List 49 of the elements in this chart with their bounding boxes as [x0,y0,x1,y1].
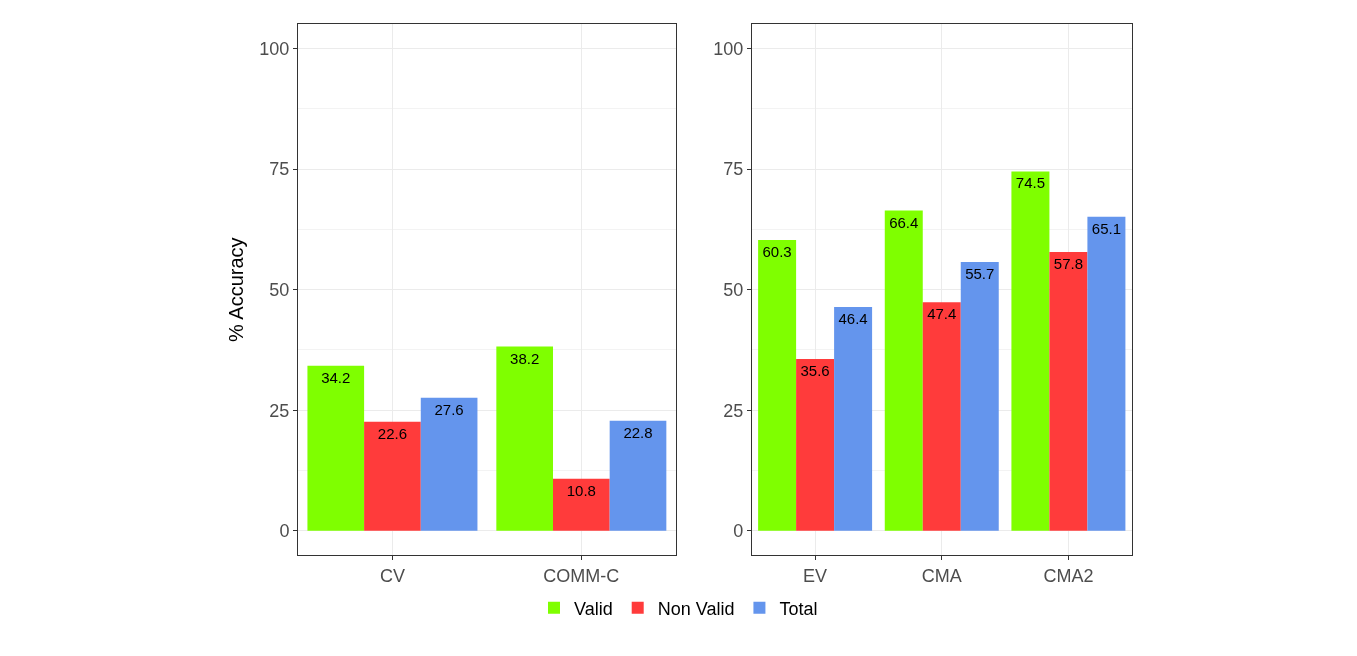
y-axis-title: % Accuracy [224,237,247,342]
bar [758,239,797,531]
y-tick-label: 0 [279,521,290,542]
data-label: 74.5 [1015,174,1046,192]
x-tick-label: CV [379,565,405,586]
legend-label: Valid [574,598,613,619]
data-label: 22.6 [377,424,408,442]
y-tick-label: 50 [723,279,744,300]
y-tick-label: 0 [733,521,744,542]
x-tick-label: CMA2 [1043,565,1094,586]
y-tick-label: 75 [723,159,744,180]
data-label: 35.6 [800,362,830,380]
data-label: 46.4 [838,309,868,327]
bar [884,210,923,531]
data-label: 34.2 [321,368,351,386]
bar [834,306,873,531]
data-label: 60.3 [762,242,792,260]
y-tick-label: 25 [269,400,290,421]
bar [364,421,421,531]
data-label: 57.8 [1053,254,1084,272]
legend-label: Total [779,598,818,619]
bar [307,365,365,531]
data-label: 47.4 [927,305,957,323]
legend-label: Non Valid [657,598,735,619]
bar [1087,216,1126,531]
data-label: 65.1 [1091,219,1122,237]
data-label: 22.8 [623,423,653,441]
y-tick-label: 50 [269,279,290,300]
data-label: 55.7 [965,265,995,283]
bar [609,420,667,531]
y-tick-label: 100 [713,38,744,59]
data-label: 66.4 [889,213,919,231]
bar [796,359,835,531]
data-label: 38.2 [510,349,540,367]
bar [1011,171,1050,531]
bar [420,397,478,531]
x-tick-label: CMA [921,565,962,586]
bar [1049,251,1088,531]
bar [496,346,554,531]
x-tick-label: EV [803,565,828,586]
x-tick-label: COMM-C [543,565,620,586]
y-tick-label: 25 [723,400,744,421]
bar [553,478,610,531]
y-tick-label: 75 [269,159,290,180]
y-tick-label: 100 [259,38,290,59]
bar [960,262,999,531]
data-label: 10.8 [566,481,596,499]
bar [922,302,961,531]
data-label: 27.6 [434,400,464,418]
